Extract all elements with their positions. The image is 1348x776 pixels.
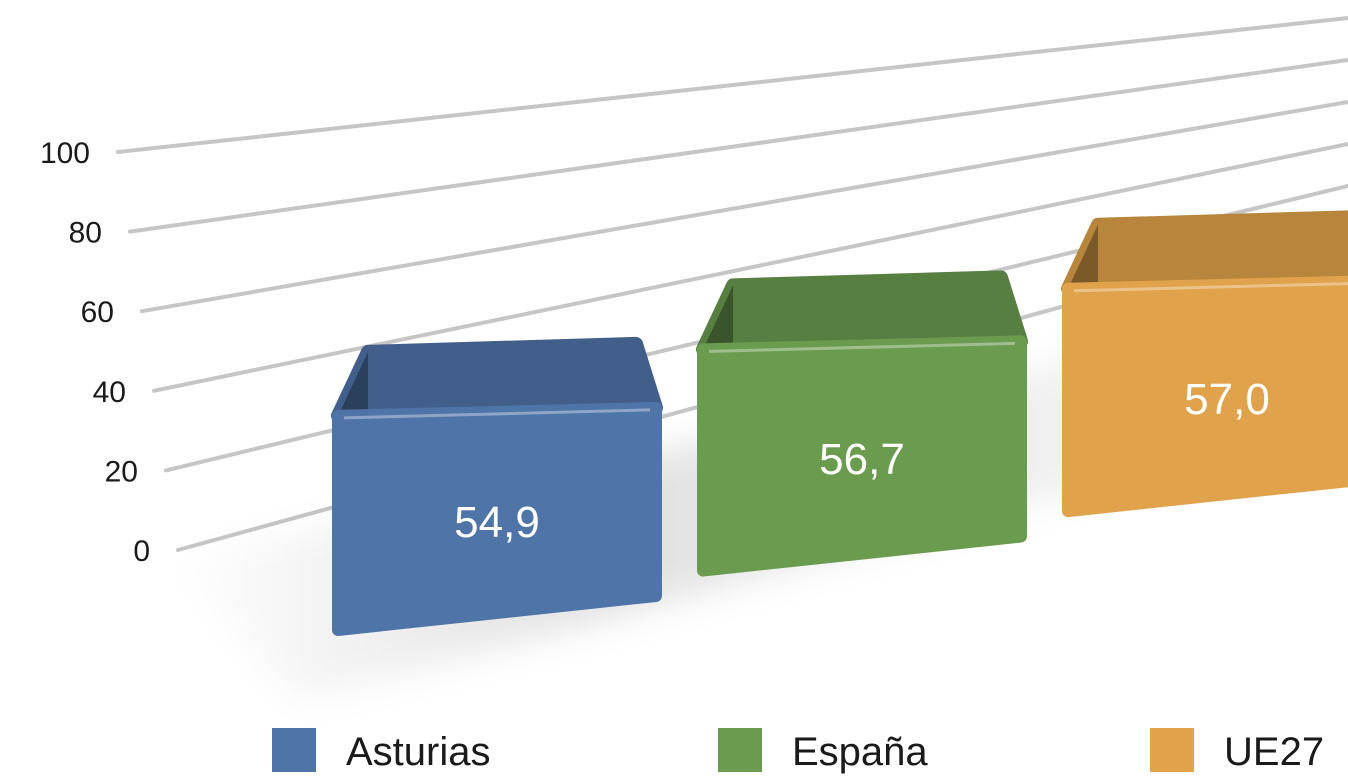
- bar-value-label: 56,7: [819, 435, 905, 484]
- bar-ue27: 57,0: [1061, 210, 1348, 518]
- bar-front-face: [1062, 275, 1348, 518]
- legend-label: Asturias: [346, 730, 491, 774]
- legend-swatch: [718, 728, 762, 772]
- gridline: [128, 58, 1348, 234]
- legend-item-asturias: Asturias: [272, 728, 491, 774]
- bar-front-face: [697, 335, 1027, 577]
- bars: 54,9 56,7 57,0: [170, 210, 1348, 700]
- bar-edge-highlight: [708, 341, 1016, 353]
- bar-españa: 56,7: [696, 270, 1028, 577]
- bar-edge-highlight: [343, 408, 651, 420]
- legend-item-ue27: UE27: [1150, 728, 1324, 774]
- y-tick-label: 100: [40, 137, 90, 170]
- y-tick-label: 20: [105, 455, 138, 488]
- legend-swatch: [1150, 728, 1194, 772]
- bar-front-face: [332, 401, 662, 636]
- y-tick-label: 0: [133, 535, 150, 568]
- gridline: [140, 100, 1348, 314]
- legend-label: UE27: [1224, 730, 1324, 774]
- bar-edge-highlight: [1073, 282, 1348, 293]
- bar-value-label: 57,0: [1184, 375, 1270, 424]
- y-tick-label: 40: [93, 376, 126, 409]
- y-tick-label: 80: [69, 217, 102, 250]
- gridline: [152, 142, 1348, 393]
- y-axis: 0 20 40 60 80 100: [40, 137, 150, 568]
- bar-asturias: 54,9: [331, 336, 663, 636]
- legend: Asturias España UE27: [272, 728, 1324, 774]
- legend-item-españa: España: [718, 728, 928, 774]
- legend-label: España: [792, 730, 928, 774]
- y-tick-label: 60: [81, 296, 114, 329]
- gridline: [116, 16, 1348, 154]
- legend-swatch: [272, 728, 316, 772]
- bar-value-label: 54,9: [454, 498, 540, 547]
